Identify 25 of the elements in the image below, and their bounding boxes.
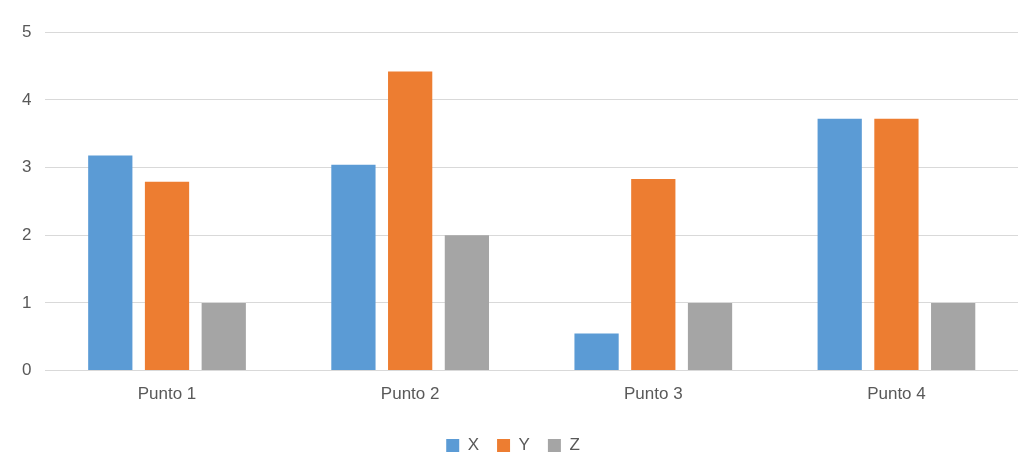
bar [201, 302, 246, 371]
legend-label: Y [518, 435, 530, 455]
y-tick-label: 2 [21, 224, 32, 244]
x-tick-label: Punto 4 [867, 384, 926, 404]
x-tick-label: Punto 1 [137, 384, 197, 404]
legend-label: X [467, 435, 480, 455]
bar [631, 179, 676, 371]
bar [931, 302, 976, 371]
y-tick-label: 5 [21, 21, 32, 41]
x-tick-label: Punto 3 [623, 384, 683, 404]
y-tick-label: 4 [21, 89, 32, 109]
bar [444, 235, 490, 371]
y-tick-label: 3 [21, 157, 32, 177]
bar [388, 71, 433, 371]
y-tick-label: 1 [21, 292, 32, 312]
x-tick-label: Punto 2 [380, 384, 440, 404]
y-tick-label: 0 [21, 360, 32, 380]
bar [88, 155, 133, 371]
bar [874, 118, 919, 371]
legend-label: Z [569, 435, 580, 455]
bar [687, 302, 733, 371]
bar [331, 164, 376, 371]
bar [574, 333, 619, 371]
bar [144, 181, 190, 371]
bar [817, 118, 862, 371]
